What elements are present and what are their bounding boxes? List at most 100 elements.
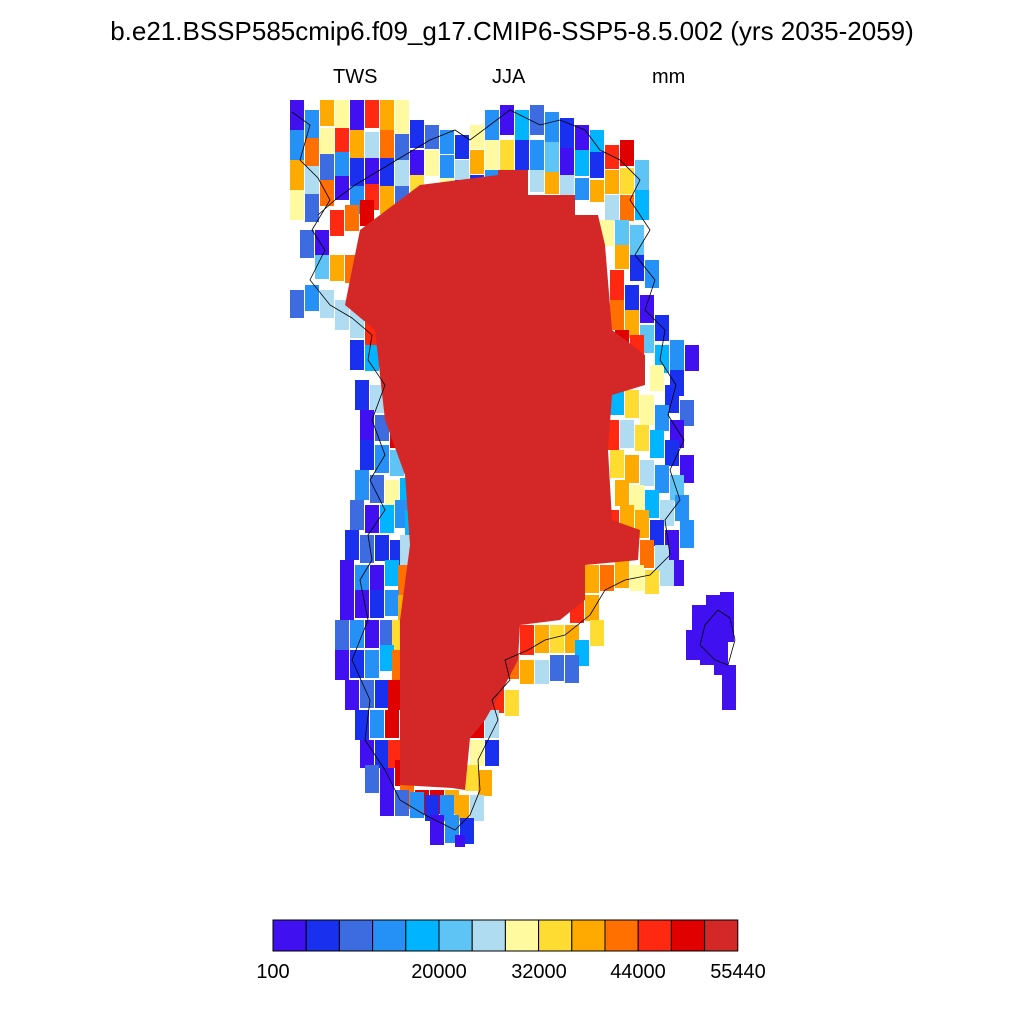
iceland-outline	[699, 609, 736, 666]
grid-cell	[290, 190, 304, 220]
grid-cell	[360, 410, 374, 440]
grid-cell	[605, 170, 619, 194]
grid-cell	[290, 130, 304, 160]
grid-cell	[590, 152, 604, 178]
grid-cell	[478, 770, 492, 796]
grid-cell	[585, 565, 599, 593]
grid-cell	[535, 660, 549, 684]
grid-cell	[425, 125, 439, 149]
grid-cell	[375, 680, 389, 708]
grid-cell	[620, 168, 634, 194]
colorbar-tick-label: 100	[256, 961, 290, 983]
grid-cell	[455, 160, 469, 184]
grid-cell	[645, 260, 659, 288]
grid-cell	[365, 132, 379, 158]
grid-cell	[335, 128, 349, 152]
grid-cell	[385, 710, 399, 738]
grid-cell	[650, 430, 664, 458]
grid-cell	[455, 795, 469, 821]
grid-cell	[305, 194, 319, 222]
grid-cell	[380, 790, 394, 816]
grid-cell	[355, 590, 369, 618]
colorbar-swatch	[471, 919, 506, 952]
grid-cell	[320, 180, 334, 206]
grid-cell	[590, 180, 604, 202]
grid-cell	[505, 690, 519, 716]
grid-cell	[560, 175, 574, 197]
grid-cell	[385, 590, 399, 616]
grid-cell	[640, 540, 654, 568]
grid-cell	[425, 150, 439, 176]
grid-cell	[590, 130, 604, 156]
colorbar-swatch	[704, 919, 739, 952]
grid-cell	[410, 120, 424, 148]
grid-cell	[550, 625, 564, 653]
grid-cell	[320, 154, 334, 180]
grid-cell	[355, 710, 369, 740]
grid-cell	[630, 255, 644, 281]
grid-cell	[380, 186, 394, 214]
grid-cell	[545, 142, 559, 172]
grid-cell	[535, 625, 549, 653]
grid-cell	[335, 152, 349, 176]
grid-cell	[290, 290, 304, 318]
grid-cell	[345, 205, 359, 231]
grid-cell	[692, 605, 706, 635]
grid-cell	[370, 475, 384, 503]
grid-cell	[500, 140, 514, 170]
grid-cell	[360, 740, 374, 768]
grid-cell	[335, 300, 349, 330]
grid-cell	[615, 220, 629, 246]
grid-cell	[320, 100, 334, 126]
grid-cell	[315, 230, 329, 256]
grid-cell	[305, 166, 319, 194]
grid-cell	[335, 176, 349, 200]
grid-cell	[370, 590, 384, 618]
grid-cell	[590, 620, 604, 646]
colorbar-swatch	[305, 919, 340, 952]
grid-cell	[585, 595, 599, 621]
grid-cell	[550, 655, 564, 681]
coastline	[291, 109, 685, 831]
grid-cell	[680, 400, 694, 426]
colorbar-swatch	[372, 919, 407, 952]
grid-cell	[470, 740, 484, 766]
grid-cell	[395, 134, 409, 160]
grid-cell	[360, 200, 374, 226]
grid-cell	[335, 620, 349, 650]
colorbar-swatch	[538, 919, 573, 952]
grid-cell	[455, 135, 469, 159]
grid-cell	[350, 500, 364, 530]
grid-cell	[330, 255, 344, 281]
grid-cell	[630, 485, 644, 511]
grid-cell	[670, 340, 684, 370]
grid-cell	[680, 520, 694, 548]
grid-cell	[345, 530, 359, 560]
grid-cell	[610, 450, 624, 478]
grid-cell	[440, 130, 454, 154]
grid-cell	[350, 130, 364, 158]
colorbar-swatch	[504, 919, 540, 952]
grid-cell	[388, 680, 402, 710]
colorbar-tick-label: 55440	[710, 961, 766, 983]
grid-cell	[560, 118, 574, 148]
grid-cell	[635, 425, 649, 451]
colorbar-swatch	[571, 919, 606, 952]
grid-cell	[340, 560, 354, 590]
grid-cell	[655, 465, 669, 493]
grid-cell	[635, 190, 649, 220]
units-label: mm	[652, 66, 686, 88]
grid-cell	[706, 595, 720, 635]
grid-cell	[685, 345, 699, 371]
grid-cell	[560, 148, 574, 178]
grid-cell	[515, 140, 529, 170]
grid-cell	[470, 150, 484, 174]
grid-cell	[365, 158, 379, 184]
grid-cell	[360, 440, 374, 470]
grid-cell	[565, 655, 579, 683]
colorbar-swatch	[405, 919, 440, 952]
grid-cell	[350, 650, 364, 678]
grid-cell	[640, 395, 654, 425]
grid-cell	[455, 835, 465, 847]
grid-cell	[520, 625, 534, 655]
